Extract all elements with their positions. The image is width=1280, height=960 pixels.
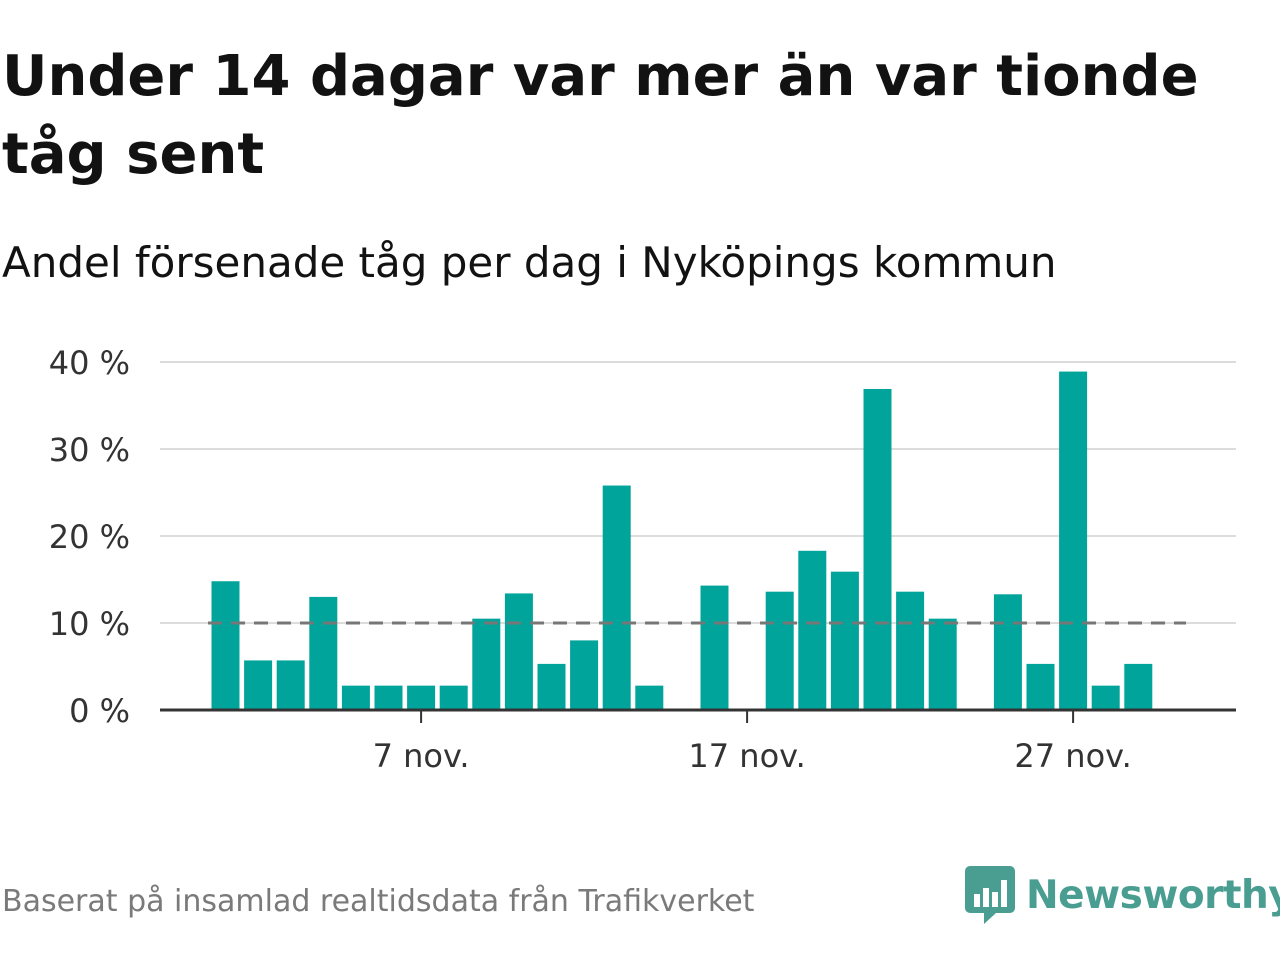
bar: [439, 685, 468, 710]
bar: [602, 485, 631, 710]
bar: [765, 591, 794, 710]
newsworthy-chart-bubble-icon: [965, 866, 1015, 924]
bar: [798, 550, 827, 710]
bar-chart: 0 % 10 % 20 % 30 % 40 % 7 nov. 17 nov. 27 nov.: [49, 344, 1236, 775]
bar: [537, 663, 566, 710]
chart-title: Under 14 dagar var mer än var tionde tåg…: [2, 44, 1199, 187]
bar: [1091, 685, 1120, 710]
y-tick-label: 0 %: [69, 692, 130, 730]
bar: [928, 618, 957, 710]
y-tick-label: 30 %: [49, 431, 130, 469]
bar: [504, 593, 533, 710]
bar: [635, 685, 664, 710]
x-tick-label: 7 nov.: [373, 737, 470, 775]
newsworthy-logo: Newsworthy: [964, 860, 1280, 930]
y-tick-label: 40 %: [49, 344, 130, 382]
chart-subtitle: Andel försenade tåg per dag i Nyköpings …: [2, 238, 1057, 287]
bar: [1124, 663, 1153, 710]
bar: [570, 640, 599, 710]
bar: [309, 596, 338, 710]
bar: [374, 685, 403, 710]
x-tick-label: 17 nov.: [688, 737, 805, 775]
bar: [1026, 663, 1055, 710]
bar: [1059, 371, 1088, 710]
y-tick-label: 20 %: [49, 518, 130, 556]
bar: [830, 571, 859, 710]
bar: [341, 685, 370, 710]
bar: [276, 660, 305, 710]
source-note: Baserat på insamlad realtidsdata från Tr…: [2, 884, 755, 919]
bar: [211, 581, 240, 710]
bar: [896, 591, 925, 710]
x-tick-label: 27 nov.: [1014, 737, 1131, 775]
bar: [993, 594, 1022, 710]
bar: [244, 660, 273, 710]
bar: [863, 388, 892, 710]
bar: [472, 618, 501, 710]
bar: [700, 585, 729, 710]
brand-name: Newsworthy: [1026, 872, 1280, 918]
y-tick-label: 10 %: [49, 605, 130, 643]
bar: [407, 685, 436, 710]
